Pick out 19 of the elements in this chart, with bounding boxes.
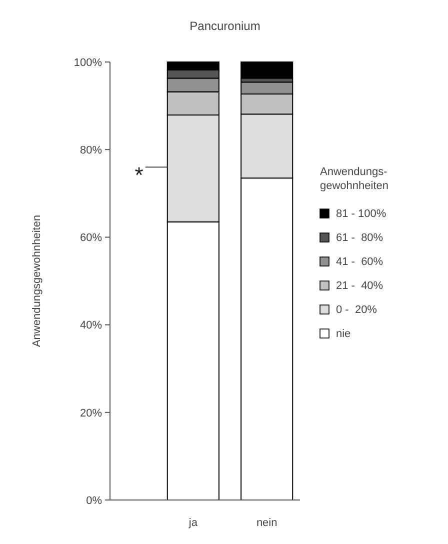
- y-tick-label: 40%: [80, 320, 102, 332]
- y-tick-label: 100%: [74, 56, 102, 69]
- x-tick-label: ja: [188, 517, 198, 529]
- chart-title: Pancuronium: [190, 19, 260, 33]
- annotation: *: [134, 162, 144, 188]
- legend-label: 81 - 100%: [336, 208, 386, 220]
- y-tick-label: 20%: [80, 407, 102, 420]
- y-tick-label: 80%: [80, 144, 102, 156]
- legend-label: 21 - 40%: [336, 280, 384, 292]
- legend-label: 41 - 60%: [336, 256, 384, 268]
- legend-label: 61 - 80%: [336, 232, 384, 244]
- bar: [240, 62, 294, 79]
- legend-label: 0 - 20%: [336, 304, 378, 316]
- y-axis-title: Anwendungsgewohnheiten: [31, 214, 43, 348]
- x-tick-label: nein: [256, 517, 278, 529]
- y-tick-label: 60%: [80, 232, 102, 244]
- y-tick-label: 0%: [86, 494, 102, 507]
- legend-label: nie: [336, 328, 351, 340]
- legend-title: Anwendungs- gewohnheiten: [320, 166, 389, 192]
